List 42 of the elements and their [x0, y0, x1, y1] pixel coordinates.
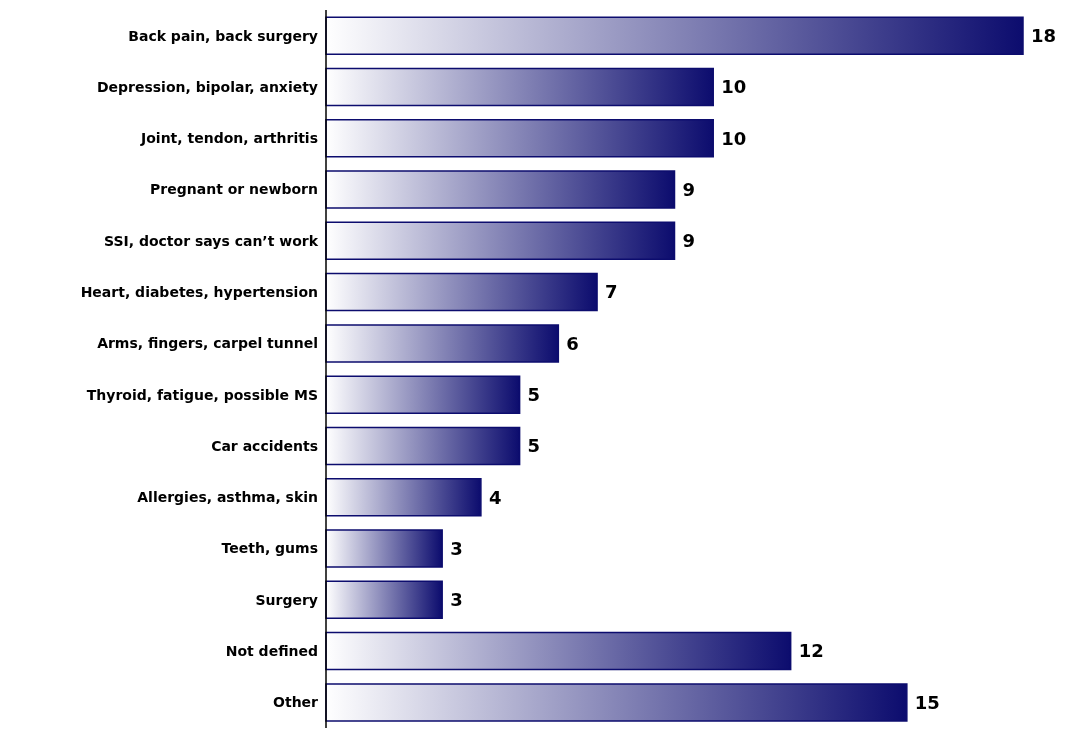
bar	[325, 631, 792, 671]
data-label: 4	[488, 486, 502, 508]
y-tick-label: Heart, diabetes, hypertension	[80, 284, 318, 301]
data-label: 5	[527, 435, 541, 457]
data-label: 12	[798, 640, 824, 662]
data-label: 10	[721, 76, 747, 98]
bar	[325, 580, 443, 620]
y-tick-label: Other	[273, 694, 319, 711]
data-label: 10	[721, 127, 747, 149]
y-tick-label: Car accidents	[211, 437, 318, 454]
bar	[325, 16, 1024, 55]
data-label: 6	[566, 332, 579, 354]
y-tick-label: Surgery	[255, 591, 318, 608]
y-tick-label: Teeth, gums	[221, 540, 318, 557]
y-tick-label: Allergies, asthma, skin	[137, 489, 318, 506]
bar	[325, 221, 676, 261]
y-tick-label: Joint, tendon, arthritis	[140, 130, 318, 147]
data-label: 5	[527, 384, 541, 406]
bar	[325, 324, 560, 363]
y-tick-label: Depression, bipolar, anxiety	[96, 78, 318, 95]
data-label: 9	[682, 178, 696, 200]
data-label: 9	[682, 230, 696, 252]
bar	[325, 478, 482, 517]
data-label: 3	[450, 589, 463, 611]
y-tick-label: SSI, doctor says can’t work	[103, 232, 319, 249]
bar	[325, 119, 714, 158]
y-tick-label: Pregnant or newborn	[150, 181, 318, 198]
bar	[325, 272, 598, 312]
y-tick-label: Back pain, back surgery	[128, 27, 318, 44]
data-label: 18	[1031, 25, 1057, 47]
bar	[325, 426, 521, 466]
y-tick-label: Arms, fingers, carpel tunnel	[97, 335, 318, 352]
y-tick-label: Thyroid, fatigue, possible MS	[86, 386, 318, 403]
data-label: 15	[914, 691, 940, 713]
bar	[325, 683, 908, 722]
bar	[325, 529, 443, 568]
y-tick-label: Not defined	[225, 643, 318, 660]
bar	[325, 67, 714, 107]
bar	[325, 375, 521, 414]
bar	[325, 170, 676, 209]
data-label: 3	[450, 537, 463, 559]
data-label: 7	[605, 281, 618, 303]
